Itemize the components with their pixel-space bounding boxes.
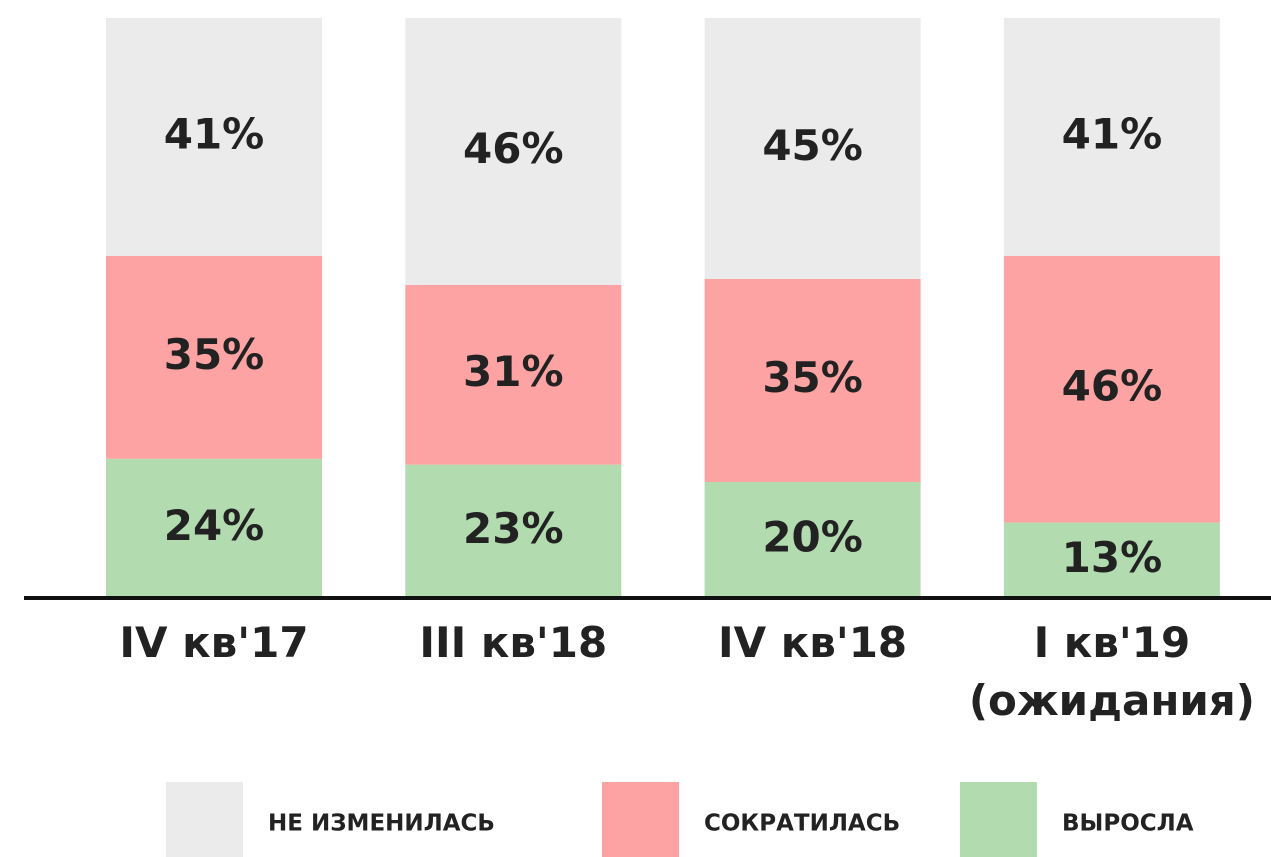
legend-label: СОКРАТИЛАСЬ (704, 811, 900, 837)
data-label: 20% (762, 513, 863, 562)
legend-swatch (960, 782, 1037, 857)
data-label: 45% (762, 121, 863, 170)
x-tick-label: III кв'18 (419, 618, 608, 667)
data-label: 35% (164, 330, 265, 379)
data-label: 24% (164, 501, 265, 550)
x-tick-label: IV кв'17 (119, 618, 309, 667)
data-label: 23% (463, 504, 564, 553)
bar-segment (405, 18, 622, 285)
data-label: 41% (1062, 109, 1163, 158)
bar-segment (106, 18, 322, 256)
legend-label: НЕ ИЗМЕНИЛАСЬ (268, 811, 495, 837)
bar-segment (704, 18, 921, 279)
data-label: 46% (1062, 362, 1163, 411)
bar-segment (405, 284, 622, 465)
data-label: 13% (1062, 533, 1163, 582)
bar-segment (704, 279, 921, 482)
legend-swatch (602, 782, 679, 857)
data-label: 35% (762, 353, 863, 402)
bar-segment (106, 255, 322, 459)
bar-segment (704, 482, 921, 598)
x-tick-label: I кв'19 (ожидания) (968, 618, 1255, 725)
x-tick-label: IV кв'18 (718, 618, 908, 667)
legend-label: ВЫРОСЛА (1062, 811, 1194, 837)
data-label: 41% (164, 109, 265, 158)
bar-segment (106, 458, 322, 598)
bar-segment (1003, 522, 1220, 598)
data-label: 31% (463, 347, 564, 396)
bar-segment (405, 464, 622, 598)
legend-swatch (166, 782, 243, 857)
bar-segment (1003, 18, 1220, 256)
data-label: 46% (463, 124, 564, 173)
bar-segment (1003, 255, 1220, 523)
